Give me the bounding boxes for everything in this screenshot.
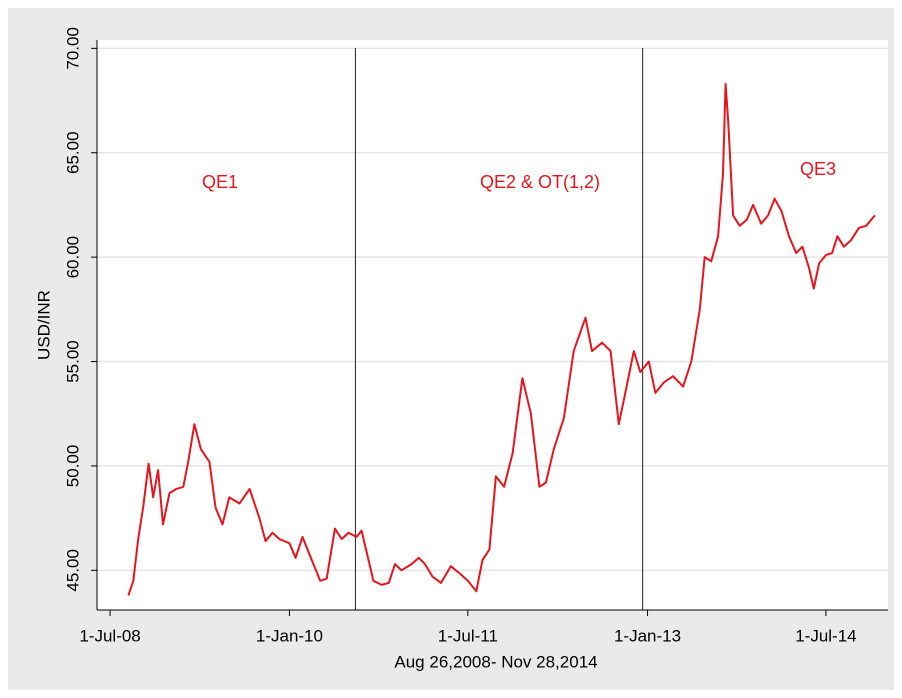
y-tick-label: 45.00 — [63, 549, 82, 592]
annotation: QE2 & OT(1,2) — [480, 172, 600, 192]
x-tick-label: 1-Jul-08 — [79, 626, 140, 645]
y-tick-label: 55.00 — [63, 340, 82, 383]
x-tick-label: 1-Jul-14 — [795, 626, 856, 645]
y-tick-label: 50.00 — [63, 445, 82, 488]
y-tick-label: 70.00 — [63, 27, 82, 70]
data-line — [127, 82, 876, 596]
x-tick-label: 1-Jan-13 — [614, 626, 681, 645]
y-tick-label: 65.00 — [63, 131, 82, 174]
x-tick-label: 1-Jul-11 — [438, 626, 498, 645]
annotation: QE1 — [202, 172, 238, 192]
x-tick-label: 1-Jan-10 — [256, 626, 323, 645]
y-axis-title: USD/INR — [34, 290, 53, 360]
x-axis-title: Aug 26,2008- Nov 28,2014 — [394, 652, 597, 671]
annotation: QE3 — [800, 159, 836, 179]
y-tick-label: 60.00 — [63, 236, 82, 279]
